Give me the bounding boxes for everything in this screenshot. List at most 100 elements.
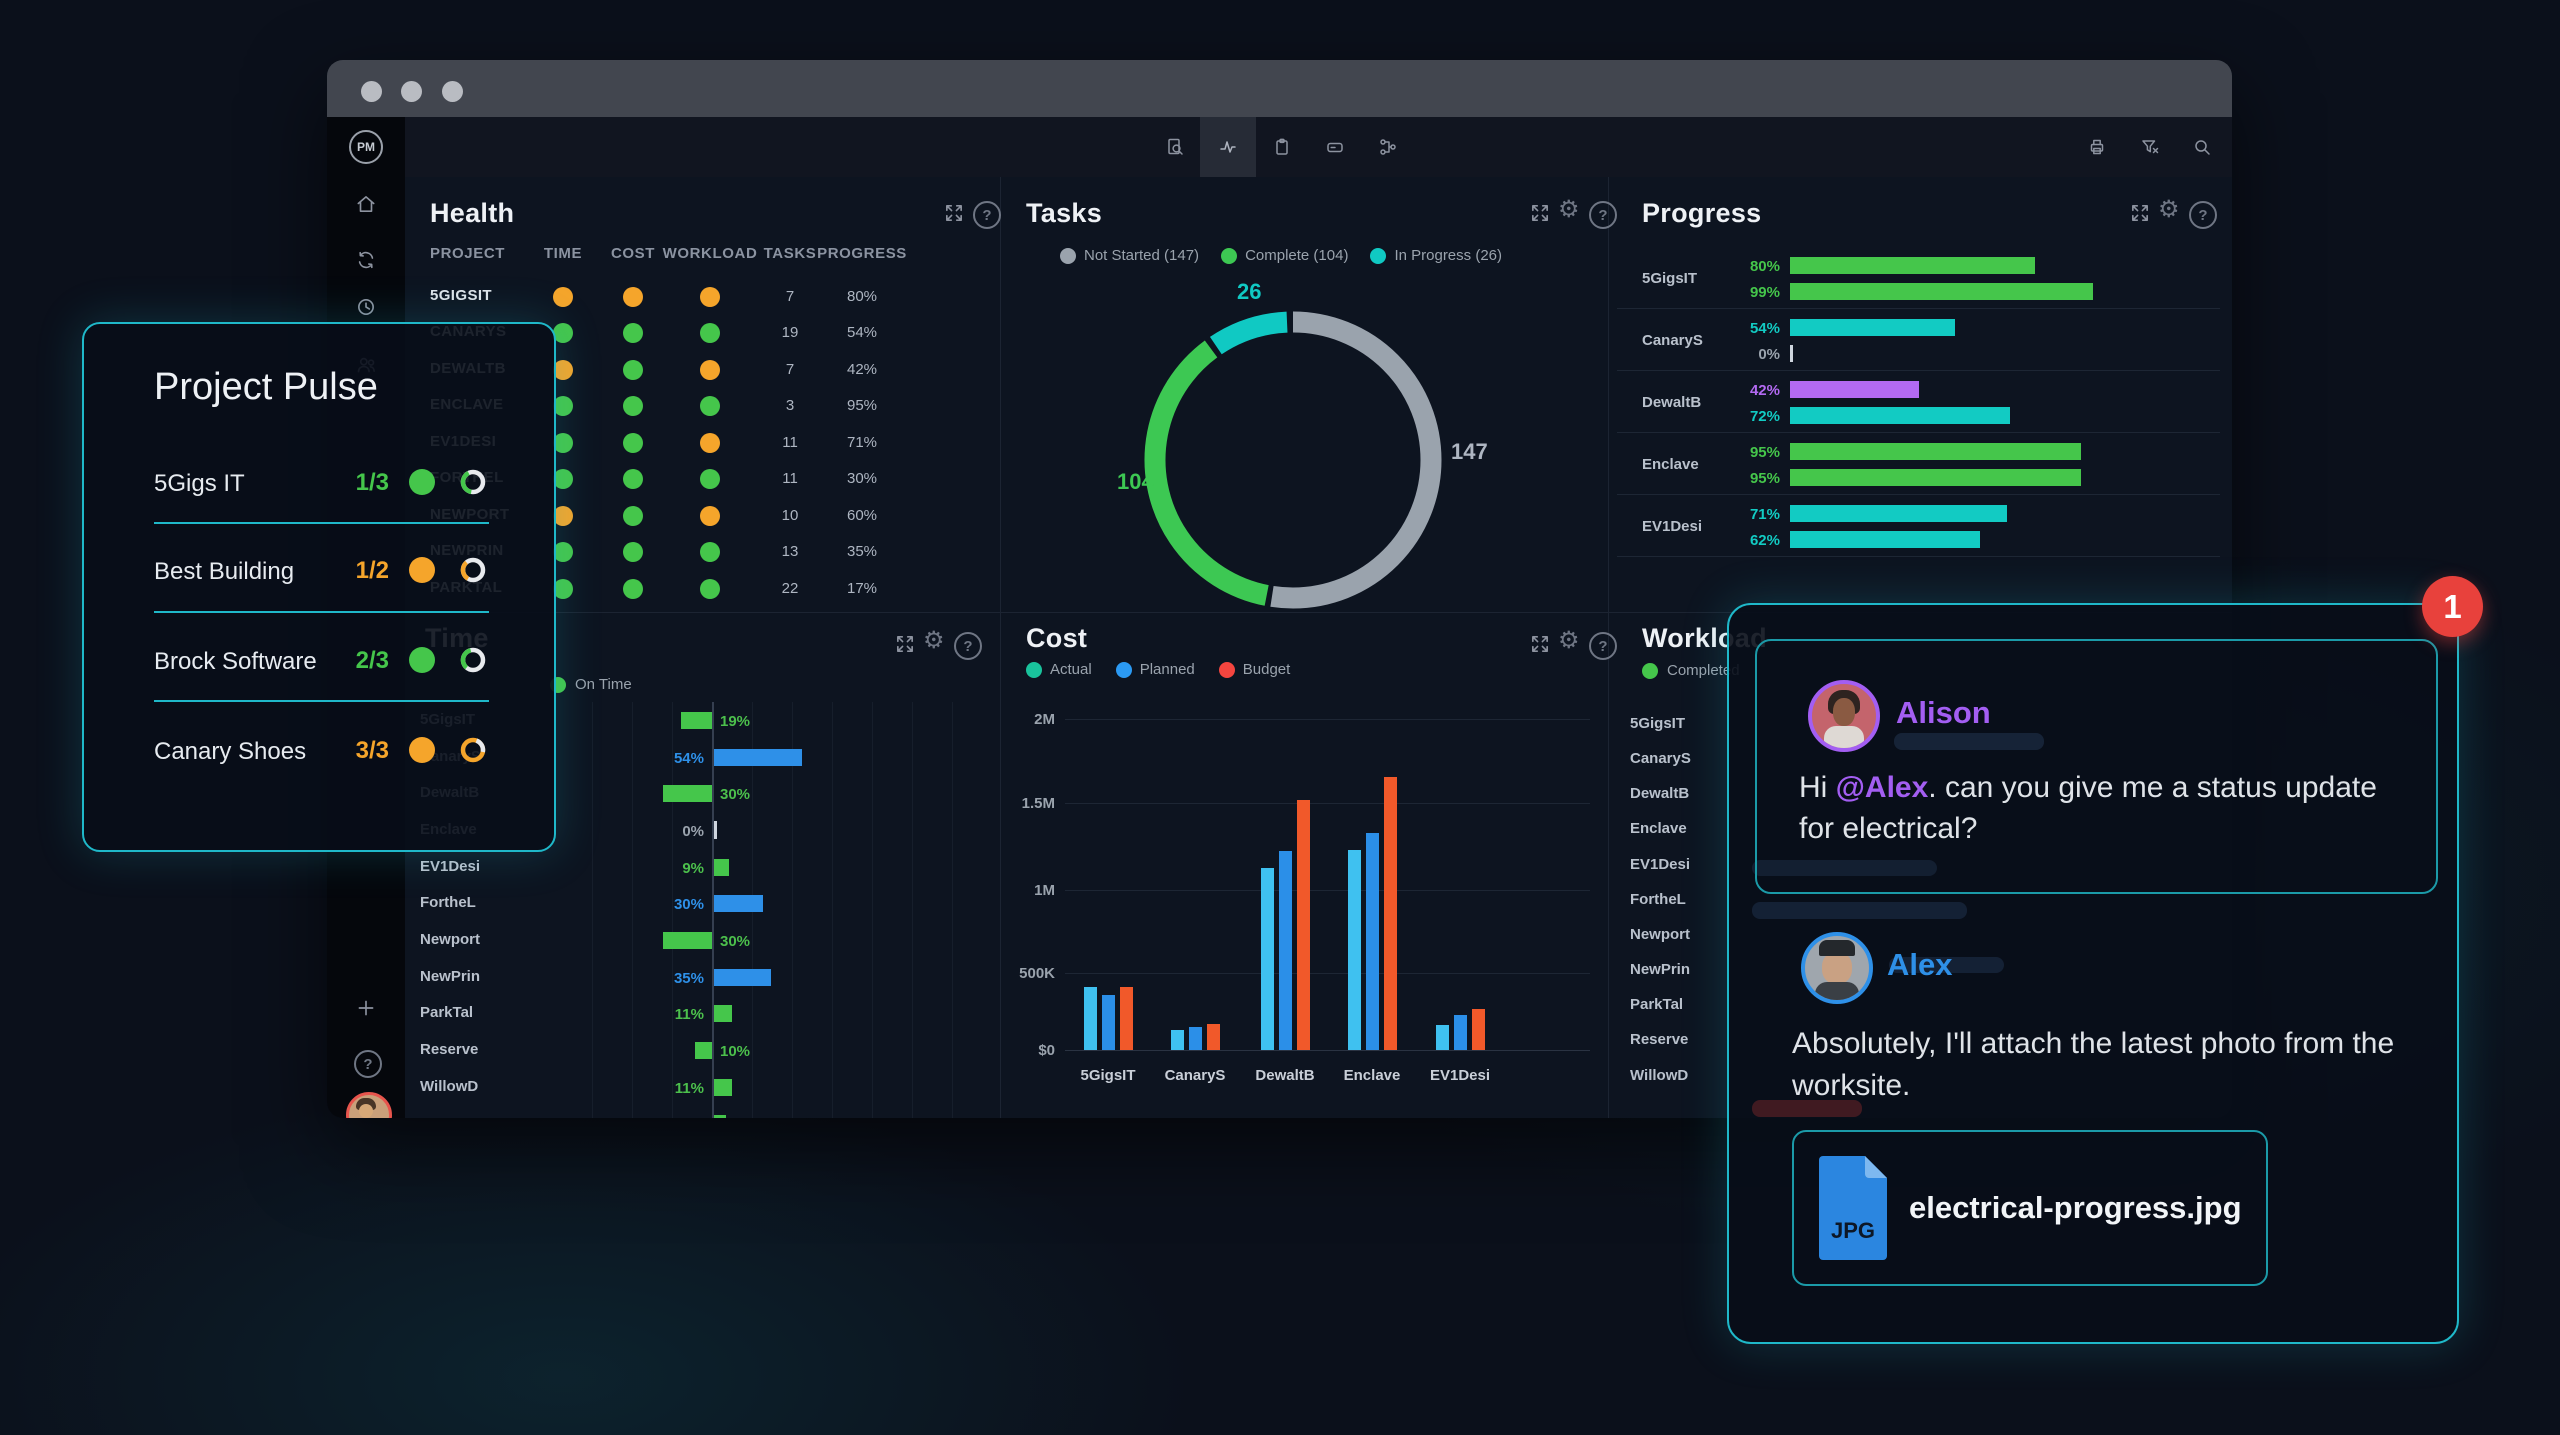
notification-badge[interactable]: 1 [2422, 576, 2483, 637]
expand-icon[interactable] [943, 202, 965, 229]
progress-pct: 71% [1749, 506, 1780, 523]
progress-value: 42% [846, 361, 878, 378]
app-logo[interactable]: PM [349, 130, 383, 164]
time-bar [681, 712, 712, 729]
filter-clear-icon[interactable] [2140, 137, 2160, 162]
progress-value: 17% [846, 580, 878, 597]
attachment-card[interactable]: JPG electrical-progress.jpg [1792, 1130, 2268, 1286]
legend-label: Not Started (147) [1084, 247, 1200, 264]
chat-message[interactable]: Alex Absolutely, I'll attach the latest … [1755, 920, 2434, 1110]
divider [1000, 177, 1001, 1118]
sender-name[interactable]: Alex [1887, 947, 1953, 982]
health-col-project: PROJECT [430, 245, 506, 262]
progress-pct: 0% [1758, 346, 1780, 363]
activity-icon[interactable] [1218, 137, 1238, 162]
progress-pct: 62% [1749, 532, 1780, 549]
time-zero-tick [714, 821, 717, 839]
progress-bar [1790, 469, 2081, 486]
expand-icon[interactable] [1529, 633, 1551, 660]
cost-chart[interactable]: 2M 1.5M 1M 500K $0 5GigsIT CanaryS [1015, 707, 1600, 1087]
gear-icon[interactable]: ⚙ [1558, 196, 1580, 223]
time-row-label: WillowD [420, 1078, 479, 1095]
workflow-icon[interactable] [1378, 137, 1398, 162]
health-col-workload: WORKLOAD [662, 245, 758, 262]
mention[interactable]: @Alex [1835, 771, 1929, 804]
pulse-title: Project Pulse [154, 366, 378, 408]
help-icon[interactable]: ? [1589, 201, 1617, 229]
avatar[interactable] [1808, 680, 1880, 752]
cost-bar-actual [1084, 987, 1097, 1050]
gear-icon[interactable]: ⚙ [1558, 627, 1580, 654]
legend-label: Budget [1242, 661, 1291, 678]
user-avatar[interactable] [346, 1092, 392, 1118]
pulse-row[interactable]: Brock Software 2/3 [84, 640, 554, 680]
sidebar-item-help[interactable]: ? [354, 1050, 382, 1078]
expand-icon[interactable] [2129, 202, 2151, 229]
card-icon[interactable] [1325, 137, 1345, 162]
doc-search-icon[interactable] [1165, 137, 1185, 162]
complete-dot [1221, 247, 1238, 264]
workload-status-dot [700, 506, 720, 526]
help-icon[interactable]: ? [973, 201, 1001, 229]
budget-dot [1218, 661, 1235, 678]
attachment-filename[interactable]: electrical-progress.jpg [1909, 1190, 2242, 1225]
window-dot-2[interactable] [401, 81, 422, 102]
sender-name[interactable]: Alison [1896, 695, 1991, 730]
message-text: Absolutely, I'll attach the latest photo… [1792, 1027, 2395, 1102]
logo-cell: PM [327, 117, 405, 177]
help-icon[interactable]: ? [954, 632, 982, 660]
chat-message[interactable]: Alison Hi @Alex. can you give me a statu… [1755, 639, 2438, 894]
tasks-count: 13 [781, 543, 799, 560]
table-row[interactable]: 5GIGSIT 7 80% [405, 285, 1000, 310]
pulse-row[interactable]: Best Building 1/2 [84, 550, 554, 590]
expand-icon[interactable] [894, 633, 916, 660]
divider [154, 700, 489, 702]
time-bar [714, 1005, 732, 1022]
time-status-dot [553, 287, 573, 307]
window-dot-1[interactable] [361, 81, 382, 102]
jpg-file-icon: JPG [1819, 1156, 1887, 1260]
printer-icon[interactable] [2087, 137, 2107, 162]
cost-bar-planned [1102, 995, 1115, 1050]
pulse-status-ring [460, 557, 486, 588]
cost-bar-actual [1261, 868, 1274, 1050]
sidebar-item-sync[interactable] [355, 249, 377, 276]
pulse-row[interactable]: 5Gigs IT 1/3 [84, 462, 554, 502]
window-dot-3[interactable] [442, 81, 463, 102]
redacted-bar [1752, 860, 1937, 876]
cost-status-dot [623, 396, 643, 416]
cost-status-dot [623, 433, 643, 453]
workload-status-dot [700, 579, 720, 599]
pulse-project-name: 5Gigs IT [154, 470, 245, 497]
workload-status-dot [700, 360, 720, 380]
redacted-bar [1889, 957, 2004, 973]
help-icon[interactable]: ? [1589, 632, 1617, 660]
pulse-row[interactable]: Canary Shoes 3/3 [84, 730, 554, 770]
sidebar-item-add[interactable] [355, 997, 377, 1024]
progress-pct: 54% [1749, 320, 1780, 337]
avatar[interactable] [1801, 932, 1873, 1004]
gear-icon[interactable]: ⚙ [2158, 196, 2180, 223]
clipboard-icon[interactable] [1272, 137, 1292, 162]
pulse-project-name: Brock Software [154, 648, 317, 675]
time-row-label: Reserve [420, 1041, 479, 1058]
progress-pct: 95% [1749, 470, 1780, 487]
cost-category: CanaryS [1164, 1067, 1226, 1084]
time-pct: 11% [674, 1006, 704, 1023]
search-icon[interactable] [2192, 137, 2212, 162]
time-row-label: NewPrin [420, 968, 481, 985]
help-icon[interactable]: ? [2189, 201, 2217, 229]
tasks-count: 19 [781, 324, 799, 341]
cost-panel-title: Cost [1026, 623, 1088, 653]
pulse-status-dot [409, 557, 435, 583]
legend-item: Actual [1026, 661, 1092, 678]
sidebar-item-history[interactable] [355, 296, 377, 323]
y-tick: 2M [1034, 711, 1055, 728]
chat-card: Alison Hi @Alex. can you give me a statu… [1727, 603, 2459, 1344]
gear-icon[interactable]: ⚙ [923, 627, 945, 654]
cost-bar-planned [1454, 1015, 1467, 1050]
progress-row-label: CanaryS [1642, 332, 1703, 349]
sidebar-item-home[interactable] [355, 193, 377, 220]
tasks-donut-chart[interactable] [1143, 310, 1443, 610]
expand-icon[interactable] [1529, 202, 1551, 229]
